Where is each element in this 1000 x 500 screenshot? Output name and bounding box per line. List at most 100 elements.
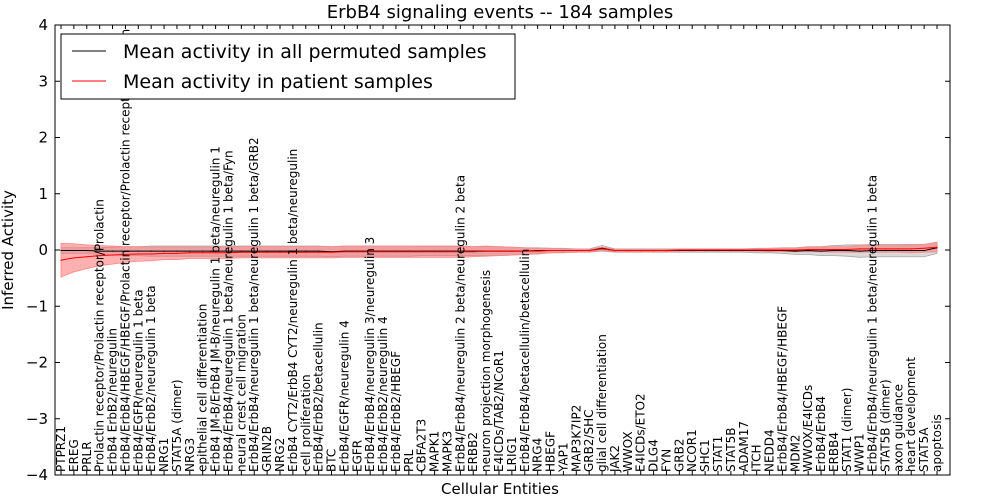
point-permuted (292, 250, 294, 252)
y-tick-label: 1 (38, 185, 48, 203)
x-tick-label: apoptosis (930, 414, 944, 472)
point-permuted (86, 249, 88, 252)
point-patient (768, 249, 771, 251)
point-permuted (871, 249, 874, 252)
x-tick-label: JAK2 (608, 445, 622, 473)
point-patient (60, 259, 62, 261)
y-tick-label: 0 (38, 241, 48, 259)
point-patient (640, 249, 642, 252)
y-tick-label: 2 (38, 129, 48, 147)
x-tick-label: ErbB4/EGFR/neuregulin 1 beta (131, 289, 145, 472)
point-patient (665, 249, 668, 252)
point-permuted (253, 250, 255, 252)
point-patient (717, 249, 719, 251)
legend: Mean activity in all permuted samples Me… (60, 33, 516, 100)
x-tick-label: NRG2 (273, 438, 287, 472)
x-tick-label: ITCH (750, 444, 764, 472)
point-permuted (910, 249, 912, 252)
point-patient (214, 252, 217, 254)
point-patient (459, 251, 461, 253)
legend-label-patient: Mean activity in patient samples (123, 71, 433, 93)
point-patient (498, 250, 500, 252)
x-tick-label: ErbB4/ErbB4 (814, 396, 828, 472)
point-permuted (318, 250, 320, 252)
point-patient (614, 249, 616, 252)
y-axis-label: Inferred Activity (0, 190, 17, 310)
point-patient (446, 251, 449, 253)
point-patient (601, 248, 603, 250)
x-tick-label: FYN (659, 449, 673, 472)
point-patient (433, 251, 436, 253)
point-patient (884, 248, 887, 250)
x-tick-label: BTC (325, 449, 339, 472)
x-tick-label: neuron projection morphogenesis (479, 270, 493, 472)
point-permuted (124, 250, 127, 252)
x-tick-label: MAPK3 (440, 431, 454, 472)
point-patient (395, 251, 397, 253)
x-tick-label: ErbB4/ErbB2/HBEGF (389, 351, 403, 472)
y-tick-label: −4 (26, 466, 48, 484)
point-patient (730, 249, 732, 251)
point-patient (176, 252, 178, 254)
point-patient (562, 249, 565, 252)
x-tick-label: ErbB4/ErbB4/neuregulin 2 beta/neuregulin… (453, 175, 467, 472)
point-patient (756, 249, 758, 251)
point-patient (408, 251, 410, 253)
point-permuted (163, 250, 165, 252)
x-tick-label: E4ICDs/TAB2/NCoR1 (492, 350, 506, 472)
x-tick-label: WWP1 (853, 433, 867, 472)
point-patient (150, 253, 152, 255)
point-patient (421, 251, 423, 253)
x-tick-label: ErbB4 ErbB2/neuregulin (106, 328, 120, 472)
point-patient (485, 250, 487, 252)
point-patient (704, 249, 706, 251)
point-patient (330, 251, 333, 253)
x-tick-label: LRIG1 (505, 437, 519, 473)
y-tick-label: −1 (26, 297, 48, 315)
point-patient (549, 249, 552, 252)
x-tick-label: WWOX/E4ICDs (801, 385, 815, 472)
point-patient (678, 249, 680, 251)
x-tick-label: ErbB4/ErbB4/HBEGF/HBEGF (775, 306, 789, 472)
x-axis-ticks (60, 25, 938, 475)
y-tick-label: −2 (26, 354, 48, 372)
point-patient (305, 251, 307, 253)
x-tick-label: ERBB2 (466, 432, 480, 472)
x-tick-label: STAT5A (917, 427, 931, 472)
x-tick-label: STAT5B (dimer) (878, 379, 892, 472)
point-patient (807, 248, 809, 251)
point-patient (846, 248, 848, 251)
x-tick-label: GRB2/SHC (582, 409, 596, 472)
x-tick-label: MDM2 (788, 434, 802, 472)
x-axis-label: Cellular Entities (441, 480, 559, 498)
point-patient (910, 248, 912, 250)
x-tick-label: ErbB4/EGFR/neuregulin 4 (337, 320, 351, 472)
point-patient (743, 249, 745, 251)
x-tick-label: ErbB4/ErbB4/neuregulin 1 beta/neuregulin… (866, 175, 880, 472)
point-permuted (807, 249, 809, 252)
point-patient (781, 249, 784, 251)
point-patient (189, 252, 191, 254)
x-tick-label: ErbB4/ErbB2/neuregulin 1 beta (144, 285, 158, 472)
x-tick-label: NRG1 (157, 438, 171, 472)
y-axis-ticks: 4 3 2 1 0 −1 −2 −3 −4 (26, 16, 950, 484)
point-permuted (202, 250, 204, 252)
point-patient (318, 251, 320, 253)
x-tick-label: EREG (67, 439, 81, 472)
x-tick-label: cell proliferation (299, 374, 313, 472)
x-tick-label: STAT5B (724, 428, 738, 473)
legend-box (60, 33, 516, 100)
point-permuted (846, 249, 848, 252)
point-patient (99, 255, 101, 257)
y-tick-label: 4 (38, 16, 48, 34)
point-permuted (137, 250, 139, 252)
point-patient (575, 249, 577, 252)
point-patient (691, 249, 693, 251)
point-patient (292, 251, 294, 253)
point-patient (266, 251, 268, 253)
x-tick-label: MAPK1 (428, 431, 442, 472)
point-patient (240, 251, 242, 253)
point-patient (652, 249, 655, 252)
